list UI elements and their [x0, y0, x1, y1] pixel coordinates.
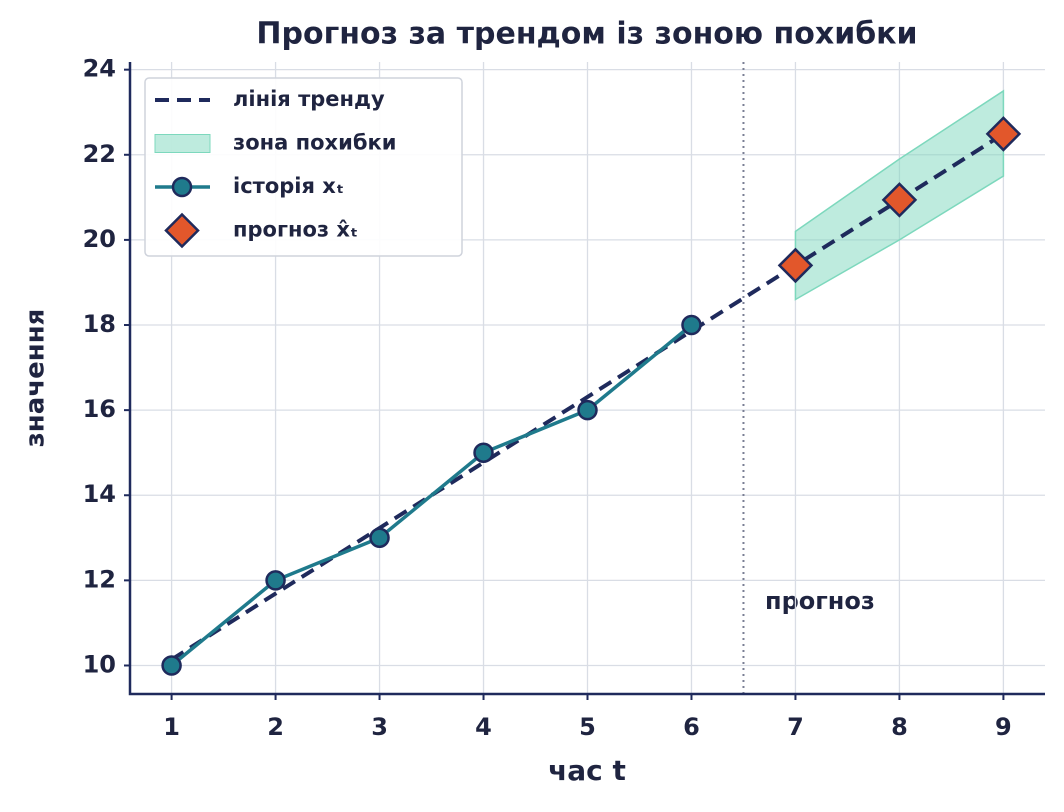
history-point: [265, 570, 286, 591]
x-tick-label: 7: [787, 713, 804, 741]
x-tick-label: 1: [163, 713, 180, 741]
y-axis-label: значення: [21, 309, 51, 448]
x-axis-label: час t: [548, 754, 626, 787]
history-point: [577, 399, 598, 421]
y-tick-label: 10: [83, 650, 116, 678]
history-point: [681, 314, 702, 336]
history-point: [473, 442, 494, 463]
legend-symbol: [164, 212, 200, 249]
annotation: прогноз: [765, 587, 875, 615]
forecast-point: [985, 116, 1022, 152]
y-tick-label: 22: [83, 140, 116, 168]
legend-label: прогноз x̂ₜ: [233, 218, 358, 242]
y-tick-label: 18: [83, 310, 116, 338]
x-tick-label: 4: [475, 713, 492, 741]
y-tick-label: 24: [83, 55, 116, 83]
history-line: [170, 323, 693, 667]
y-tick-label: 20: [83, 225, 116, 253]
history-point: [161, 655, 182, 676]
x-tick-label: 9: [995, 713, 1012, 741]
trend-line: [170, 132, 1005, 662]
legend: лінія тренду зона похибки історія xₜ прогно…: [144, 77, 463, 257]
y-tick-label: 16: [83, 395, 116, 423]
legend-label: історія xₜ: [233, 174, 344, 198]
legend-symbol: [154, 134, 211, 153]
legend-label: лінія тренду: [233, 87, 385, 111]
x-tick-label: 8: [891, 713, 908, 741]
y-tick-label: 14: [83, 480, 116, 508]
x-tick-label: 5: [579, 713, 596, 741]
chart-title: Прогноз за трендом із зоною похибки: [256, 17, 917, 52]
x-tick-label: 2: [267, 713, 284, 741]
y-tick-label: 12: [83, 565, 116, 593]
x-tick-label: 6: [683, 713, 700, 741]
legend-box: [144, 77, 463, 257]
history-point: [369, 527, 390, 549]
legend-label: зона похибки: [233, 131, 396, 155]
axes: [128, 62, 1045, 696]
forecast-point: [881, 182, 918, 218]
forecast-point: [777, 247, 814, 284]
x-tick-label: 3: [371, 713, 388, 741]
legend-symbol: [171, 176, 193, 198]
